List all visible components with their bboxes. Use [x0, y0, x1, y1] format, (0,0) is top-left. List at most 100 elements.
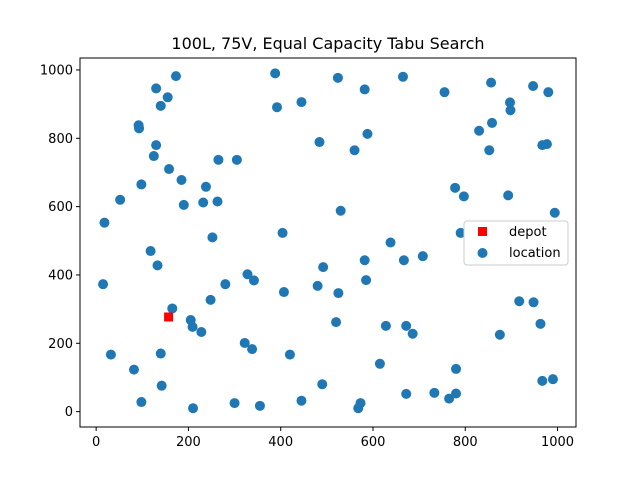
location-point-6: [134, 123, 145, 134]
location-point-97: [547, 374, 558, 385]
location-point-85: [494, 329, 505, 340]
location-point-41: [270, 68, 281, 79]
location-point-25: [188, 403, 199, 414]
location-point-50: [317, 379, 328, 390]
x-tick-label: 800: [453, 435, 478, 450]
location-point-16: [156, 380, 167, 391]
location-point-68: [401, 388, 412, 399]
location-point-35: [231, 154, 242, 165]
location-point-78: [455, 227, 466, 238]
x-axis-ticks: 0 200 400 600 800 1000: [92, 427, 574, 450]
location-point-45: [284, 349, 295, 360]
location-point-11: [151, 83, 162, 94]
location-point-54: [333, 288, 344, 299]
location-point-42: [272, 102, 283, 113]
location-point-72: [429, 387, 440, 398]
location-point-88: [505, 97, 516, 108]
legend-location-label: location: [509, 246, 561, 261]
legend: depot location: [463, 220, 569, 266]
location-point-26: [196, 327, 207, 338]
location-point-71: [417, 251, 428, 262]
location-point-60: [359, 255, 370, 266]
x-tick-label: 0: [92, 435, 100, 450]
legend-frame: [463, 220, 569, 266]
location-point-53: [331, 317, 342, 328]
y-tick-label: 800: [48, 132, 73, 147]
location-point-29: [205, 294, 216, 305]
location-point-34: [229, 398, 240, 409]
y-tick-label: 200: [48, 337, 73, 352]
location-point-59: [359, 84, 370, 95]
location-point-27: [198, 197, 209, 208]
location-point-46: [296, 97, 307, 108]
location-point-94: [537, 375, 548, 386]
location-point-98: [549, 207, 560, 218]
location-point-49: [314, 137, 325, 148]
legend-depot-label: depot: [509, 225, 547, 240]
location-point-37: [242, 269, 253, 280]
location-point-28: [200, 181, 211, 192]
location-point-82: [486, 77, 497, 88]
location-point-63: [374, 358, 385, 369]
location-point-74: [444, 393, 455, 404]
location-point-73: [439, 87, 450, 98]
location-point-62: [362, 128, 373, 139]
location-point-67: [398, 255, 409, 266]
y-tick-label: 0: [65, 405, 73, 420]
axes-frame: [79, 57, 577, 428]
location-point-31: [212, 196, 223, 207]
location-point-61: [361, 275, 372, 286]
location-point-55: [335, 205, 346, 216]
location-point-90: [528, 81, 539, 92]
x-tick-label: 200: [176, 435, 201, 450]
location-point-32: [213, 154, 224, 165]
location-point-7: [136, 179, 147, 190]
location-point-38: [247, 344, 258, 355]
location-point-80: [474, 125, 485, 136]
location-point-21: [176, 174, 187, 185]
location-point-2: [105, 349, 116, 360]
legend-location-marker: [477, 248, 488, 258]
location-point-96: [543, 87, 554, 98]
legend-depot-marker: [478, 227, 487, 236]
location-point-87: [505, 105, 516, 116]
y-axis-ticks: 0 200 400 600 800 1000: [40, 63, 80, 420]
location-point-47: [296, 395, 307, 406]
location-point-0: [99, 217, 110, 228]
location-point-92: [535, 318, 546, 329]
location-point-18: [164, 164, 175, 175]
location-point-40: [254, 400, 265, 411]
location-point-52: [332, 72, 343, 83]
location-point-86: [503, 190, 514, 201]
location-point-36: [239, 337, 250, 348]
location-point-43: [277, 227, 288, 238]
location-point-24: [187, 321, 198, 332]
location-point-65: [385, 237, 396, 248]
location-point-66: [397, 71, 408, 82]
location-point-13: [152, 260, 163, 271]
location-point-75: [450, 182, 461, 193]
location-point-69: [401, 320, 412, 331]
location-point-58: [355, 398, 366, 409]
location-point-20: [170, 71, 181, 82]
location-point-91: [528, 297, 539, 308]
location-point-95: [541, 139, 552, 150]
location-point-30: [207, 232, 218, 243]
location-point-17: [162, 92, 173, 103]
location-point-77: [451, 388, 462, 399]
location-point-4: [128, 364, 139, 375]
location-point-76: [451, 363, 462, 374]
location-point-12: [151, 140, 162, 151]
location-point-19: [167, 303, 178, 314]
location-point-15: [155, 348, 166, 359]
location-point-51: [318, 262, 329, 273]
location-point-83: [487, 117, 498, 128]
x-tick-label: 1000: [541, 435, 574, 450]
plot-points: [98, 68, 560, 414]
location-point-8: [136, 397, 147, 408]
location-point-48: [312, 280, 323, 291]
location-point-10: [148, 151, 159, 162]
location-point-1: [98, 279, 109, 290]
location-point-81: [484, 145, 495, 156]
